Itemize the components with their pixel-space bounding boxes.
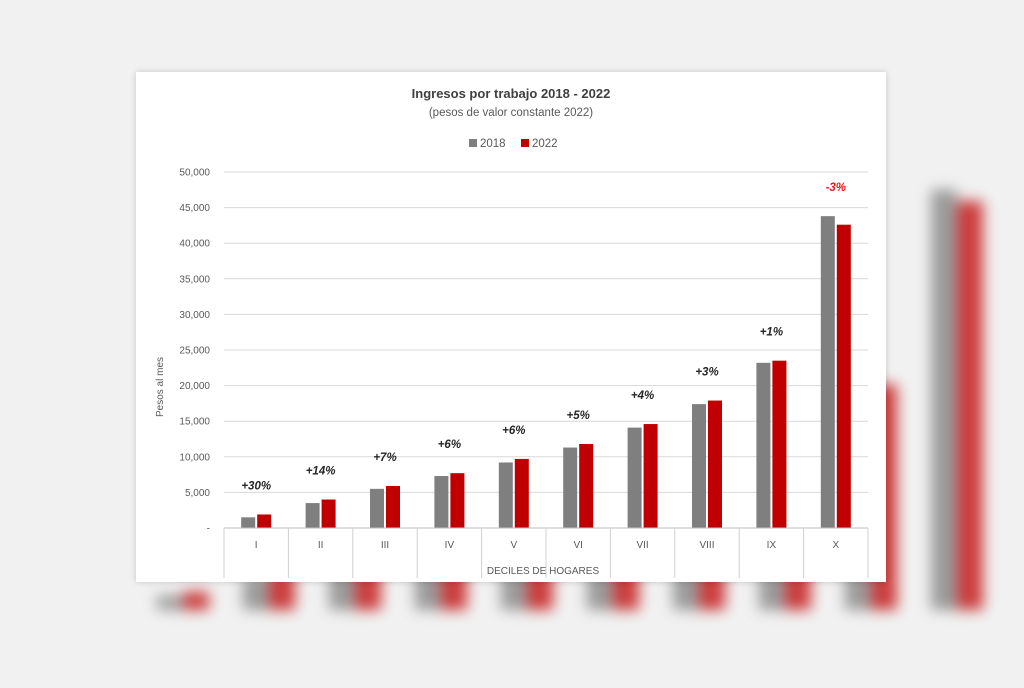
x-tick-label: I: [255, 540, 258, 551]
change-annotation: +1%: [760, 327, 783, 339]
y-tick-label: 50,000: [179, 168, 210, 179]
x-tick-label: X: [832, 540, 839, 551]
bar-2018-VIII: [692, 404, 706, 528]
bar-2022-II: [321, 499, 336, 528]
y-tick-label: 25,000: [179, 346, 210, 357]
y-tick-label: 30,000: [179, 310, 210, 321]
background-bar: [183, 591, 209, 610]
y-axis-ticks: - 5,000 10,000 15,000 20,000 25,000 30,000 35,0…: [179, 168, 210, 535]
change-annotations: +30% +14% +7% +6% +6% +5% +4% +3% +1% -3%: [241, 182, 846, 492]
bar-2022-IX: [772, 360, 787, 528]
y-tick-label: 20,000: [179, 381, 210, 392]
bar-2022-V: [514, 458, 529, 528]
x-tick-label: VII: [636, 540, 648, 551]
change-annotation: +14%: [306, 466, 336, 478]
y-tick-label: 15,000: [179, 417, 210, 428]
bar-2018-IX: [756, 362, 771, 528]
legend-label-2022: 2022: [532, 138, 558, 150]
x-tick-label: VI: [573, 540, 582, 551]
background-bar: [957, 201, 983, 611]
x-tick-label: IX: [767, 540, 777, 551]
bar-2018-I: [241, 517, 256, 528]
bars: [241, 216, 851, 529]
change-annotation: +30%: [241, 480, 271, 492]
change-annotation: +7%: [373, 452, 396, 464]
change-annotation: -3%: [826, 182, 846, 194]
y-tick-label: 10,000: [179, 452, 210, 463]
bar-chart: Ingresos por trabajo 2018 - 2022 (pesos …: [155, 86, 869, 578]
change-annotation: +6%: [438, 439, 461, 451]
legend-label-2018: 2018: [480, 138, 506, 150]
x-tick-label: VIII: [699, 540, 714, 551]
bar-2018-II: [305, 503, 320, 528]
change-annotation: +5%: [567, 410, 590, 422]
x-tick-label: II: [318, 540, 324, 551]
chart-title: Ingresos por trabajo 2018 - 2022: [412, 86, 611, 101]
bar-2018-X: [820, 216, 835, 529]
x-tick-label: III: [381, 540, 389, 551]
change-annotation: +6%: [502, 425, 525, 437]
x-axis: I II III IV V VI VII VIII IX X: [223, 527, 869, 578]
y-axis-title: Pesos al mes: [155, 357, 166, 417]
bar-2022-VIII: [708, 400, 722, 528]
chart-card: Ingresos por trabajo 2018 - 2022 (pesos …: [136, 72, 886, 582]
y-tick-label: 5,000: [185, 488, 210, 499]
bar-2022-III: [386, 485, 400, 528]
y-tick-label: 45,000: [179, 203, 210, 214]
chart-subtitle: (pesos de valor constante 2022): [429, 107, 593, 119]
x-tick-label: V: [510, 540, 517, 551]
change-annotation: +4%: [631, 390, 654, 402]
x-axis-title: DECILES DE HOGARES: [487, 566, 600, 577]
bar-2018-IV: [434, 476, 449, 528]
bar-2022-VII: [643, 424, 658, 528]
bar-2018-VI: [563, 447, 578, 528]
background-bar: [243, 576, 269, 610]
background-bar: [931, 189, 957, 610]
legend-swatch-2022: [521, 139, 529, 147]
y-tick-label: 35,000: [179, 274, 210, 285]
bar-2018-V: [498, 462, 513, 528]
legend: 2018 2022: [469, 138, 558, 150]
bar-2018-VII: [627, 427, 642, 528]
bar-2022-X: [836, 224, 851, 529]
bar-2022-I: [257, 514, 272, 528]
background-bar: [157, 595, 183, 610]
change-annotation: +3%: [695, 367, 718, 379]
bar-2018-III: [370, 488, 384, 528]
legend-swatch-2018: [469, 139, 477, 147]
bar-2022-IV: [450, 473, 465, 528]
y-tick-label: -: [207, 524, 210, 535]
y-tick-label: 40,000: [179, 239, 210, 250]
x-tick-label: IV: [445, 540, 455, 551]
bar-2022-VI: [579, 443, 594, 528]
